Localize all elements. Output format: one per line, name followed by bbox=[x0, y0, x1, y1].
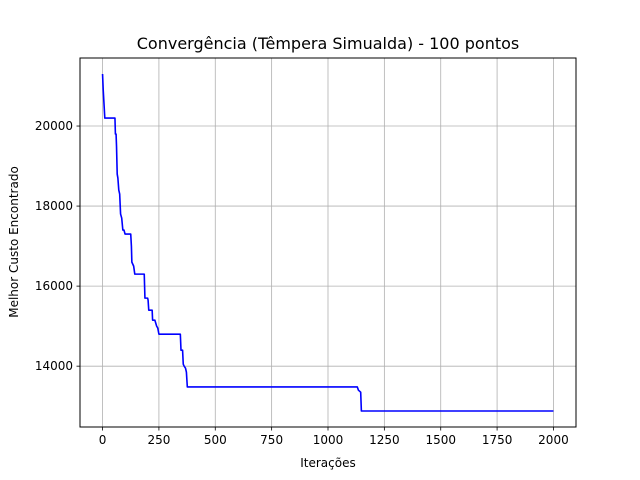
y-tick-label: 16000 bbox=[35, 279, 73, 293]
x-tick-label: 1750 bbox=[482, 433, 513, 447]
y-axis-label: Melhor Custo Encontrado bbox=[7, 166, 21, 318]
x-axis-label: Iterações bbox=[300, 456, 356, 470]
ticks: 0 250 500 750 1000 1250 1500 1750 2000 14000 16000… bbox=[35, 119, 569, 447]
x-tick-label: 750 bbox=[260, 433, 283, 447]
x-tick-label: 1250 bbox=[369, 433, 400, 447]
x-tick-label: 0 bbox=[99, 433, 107, 447]
x-tick-label: 500 bbox=[204, 433, 227, 447]
series-layer bbox=[101, 73, 554, 412]
y-tick-label: 14000 bbox=[35, 359, 73, 373]
x-tick-label: 2000 bbox=[538, 433, 569, 447]
series-line bbox=[101, 73, 554, 412]
grid bbox=[80, 58, 576, 427]
x-tick-label: 1500 bbox=[425, 433, 456, 447]
y-tick-label: 20000 bbox=[35, 119, 73, 133]
chart-title: Convergência (Têmpera Simualda) - 100 po… bbox=[137, 34, 519, 53]
x-tick-label: 1000 bbox=[313, 433, 344, 447]
y-tick-label: 18000 bbox=[35, 199, 73, 213]
x-tick-label: 250 bbox=[147, 433, 170, 447]
